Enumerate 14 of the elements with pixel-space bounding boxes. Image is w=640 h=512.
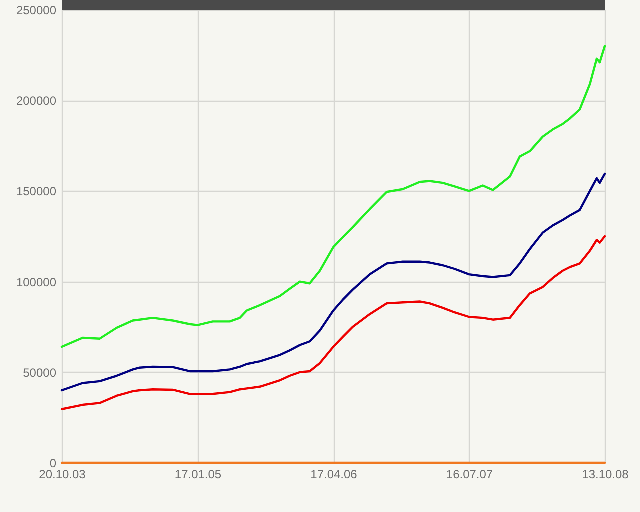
x-tick-label: 20.10.03 — [39, 468, 86, 482]
line-series — [60, 45, 606, 348]
y-tick-label: 100000 — [16, 275, 57, 290]
x-tick-label: 16.07.07 — [446, 468, 494, 482]
line-series — [60, 172, 606, 392]
x-tick-label: 17.01.05 — [174, 468, 222, 482]
y-tick-label: 250000 — [16, 4, 57, 18]
x-tick-label: 13.10.08 — [582, 468, 630, 482]
y-tick-label: 200000 — [16, 94, 57, 108]
line-series — [60, 235, 606, 410]
y-tick-label: 50000 — [23, 366, 57, 380]
y-tick-label: 0 — [50, 456, 57, 470]
y-tick-label: 150000 — [16, 184, 57, 199]
x-tick-label: 17.04.06 — [310, 468, 358, 482]
